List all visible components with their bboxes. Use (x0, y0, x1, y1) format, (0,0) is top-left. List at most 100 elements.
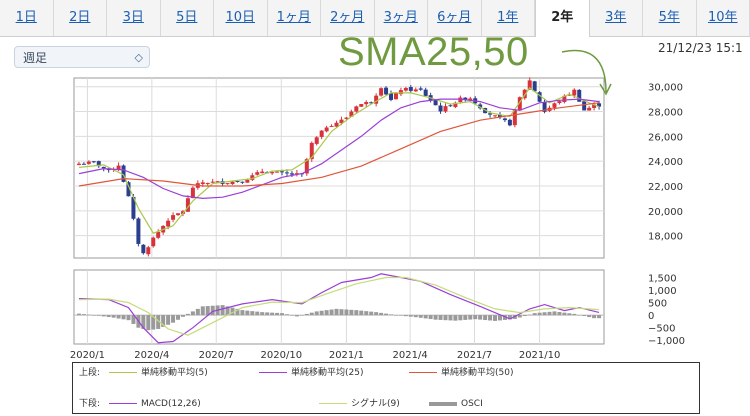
candle-body (260, 171, 265, 174)
osci-bar (180, 315, 185, 317)
candle-body (245, 179, 250, 183)
candle-body (438, 105, 443, 112)
tab-2[interactable]: 3日 (107, 0, 161, 36)
candle-body (572, 89, 577, 96)
candle-body (562, 95, 567, 103)
osci-bar (418, 315, 423, 318)
osci-bar (131, 315, 136, 324)
legend-item-label: OSCI (461, 399, 483, 409)
osci-bar (220, 305, 225, 316)
candle-body (522, 89, 527, 99)
osci-bar (166, 315, 171, 325)
candle-body (235, 181, 240, 183)
osci-bar (304, 313, 309, 316)
osci-bar (91, 315, 96, 316)
macd-y-tick-label: 1,500 (648, 274, 677, 285)
legend-swatch (409, 372, 437, 373)
candle-body (289, 173, 294, 175)
legend: 上段: 単純移動平均(5) 単純移動平均(25) 単純移動平均(50) 下段: … (72, 362, 700, 414)
legend-item-label: 単純移動平均(5) (141, 368, 208, 378)
osci-bar (577, 314, 582, 316)
tab-6[interactable]: 2ヶ月 (321, 0, 375, 36)
legend-item-label: MACD(12,26) (141, 399, 201, 409)
period-select[interactable]: 週足 ◇ (14, 46, 150, 68)
osci-bar (81, 314, 86, 316)
osci-bar (349, 309, 354, 316)
tab-4[interactable]: 10日 (214, 0, 268, 36)
osci-bar (592, 315, 597, 319)
macd-y-tick-label: −500 (648, 324, 675, 335)
candle-body (478, 104, 483, 109)
candle-body (567, 94, 572, 96)
osci-bar (76, 313, 81, 316)
osci-bar (334, 308, 339, 316)
osci-bar (294, 315, 299, 317)
candle-body (497, 114, 502, 118)
osci-bar (176, 315, 181, 320)
osci-bar (488, 315, 493, 321)
tab-0[interactable]: 1日 (0, 0, 54, 36)
osci-bar (423, 315, 428, 319)
candle-body (96, 161, 101, 167)
candle-body (250, 175, 255, 180)
tab-8[interactable]: 6ヶ月 (428, 0, 482, 36)
osci-bar (329, 309, 334, 316)
tab-7[interactable]: 3ヶ月 (375, 0, 428, 36)
candle-body (517, 97, 522, 111)
tab-5[interactable]: 1ヶ月 (268, 0, 321, 36)
main-plot-area (73, 77, 605, 259)
candle-body (230, 181, 235, 185)
osci-bar (582, 315, 587, 317)
osci-bar (101, 315, 106, 317)
candle-body (587, 107, 592, 111)
osci-bar (458, 315, 463, 321)
candle-body (106, 169, 111, 171)
osci-bar (597, 315, 602, 319)
tab-3[interactable]: 5日 (161, 0, 214, 36)
osci-bar (299, 315, 304, 316)
osci-bar (141, 315, 146, 329)
osci-bar (205, 306, 210, 316)
osci-bar (552, 311, 557, 316)
candle-body (309, 142, 314, 160)
osci-bar (319, 310, 324, 316)
annotation-arrowhead (599, 83, 612, 96)
ma-line-0 (78, 87, 600, 234)
osci-bar (235, 308, 240, 316)
candle-body (542, 102, 547, 112)
tab-12[interactable]: 5年 (643, 0, 697, 36)
osci-bar (428, 315, 433, 320)
main-y-tick-label: 30,000 (648, 83, 683, 94)
osci-bar (463, 315, 468, 320)
candle-body (329, 125, 334, 127)
tab-9[interactable]: 1年 (482, 0, 535, 36)
osci-bar (225, 306, 230, 316)
tab-1[interactable]: 2日 (54, 0, 107, 36)
legend-upper-label: 上段: (79, 368, 101, 378)
osci-bar (453, 315, 458, 321)
osci-bar (230, 307, 235, 316)
osci-bar (448, 315, 453, 321)
candle-body (131, 196, 136, 219)
osci-bar (270, 312, 275, 316)
candle-body (324, 127, 329, 132)
osci-bar (502, 315, 507, 320)
candle-body (597, 103, 602, 107)
osci-bar (483, 315, 488, 321)
osci-bar (359, 310, 364, 316)
tab-11[interactable]: 3年 (590, 0, 643, 36)
osci-bar (557, 312, 562, 316)
osci-bar (572, 313, 577, 316)
period-select-value: 週足 (23, 51, 48, 65)
osci-bar (265, 312, 270, 316)
tab-10[interactable]: 2年 (535, 0, 590, 37)
x-tick-label: 2020/4 (134, 350, 169, 361)
candle-body (280, 171, 285, 173)
legend-lower-label: 下段: (79, 399, 101, 409)
candle-body (141, 244, 146, 254)
osci-bar (542, 312, 547, 316)
candle-body (166, 220, 171, 227)
candle-body (507, 119, 512, 126)
candle-body (339, 119, 344, 124)
candle-body (334, 122, 339, 127)
